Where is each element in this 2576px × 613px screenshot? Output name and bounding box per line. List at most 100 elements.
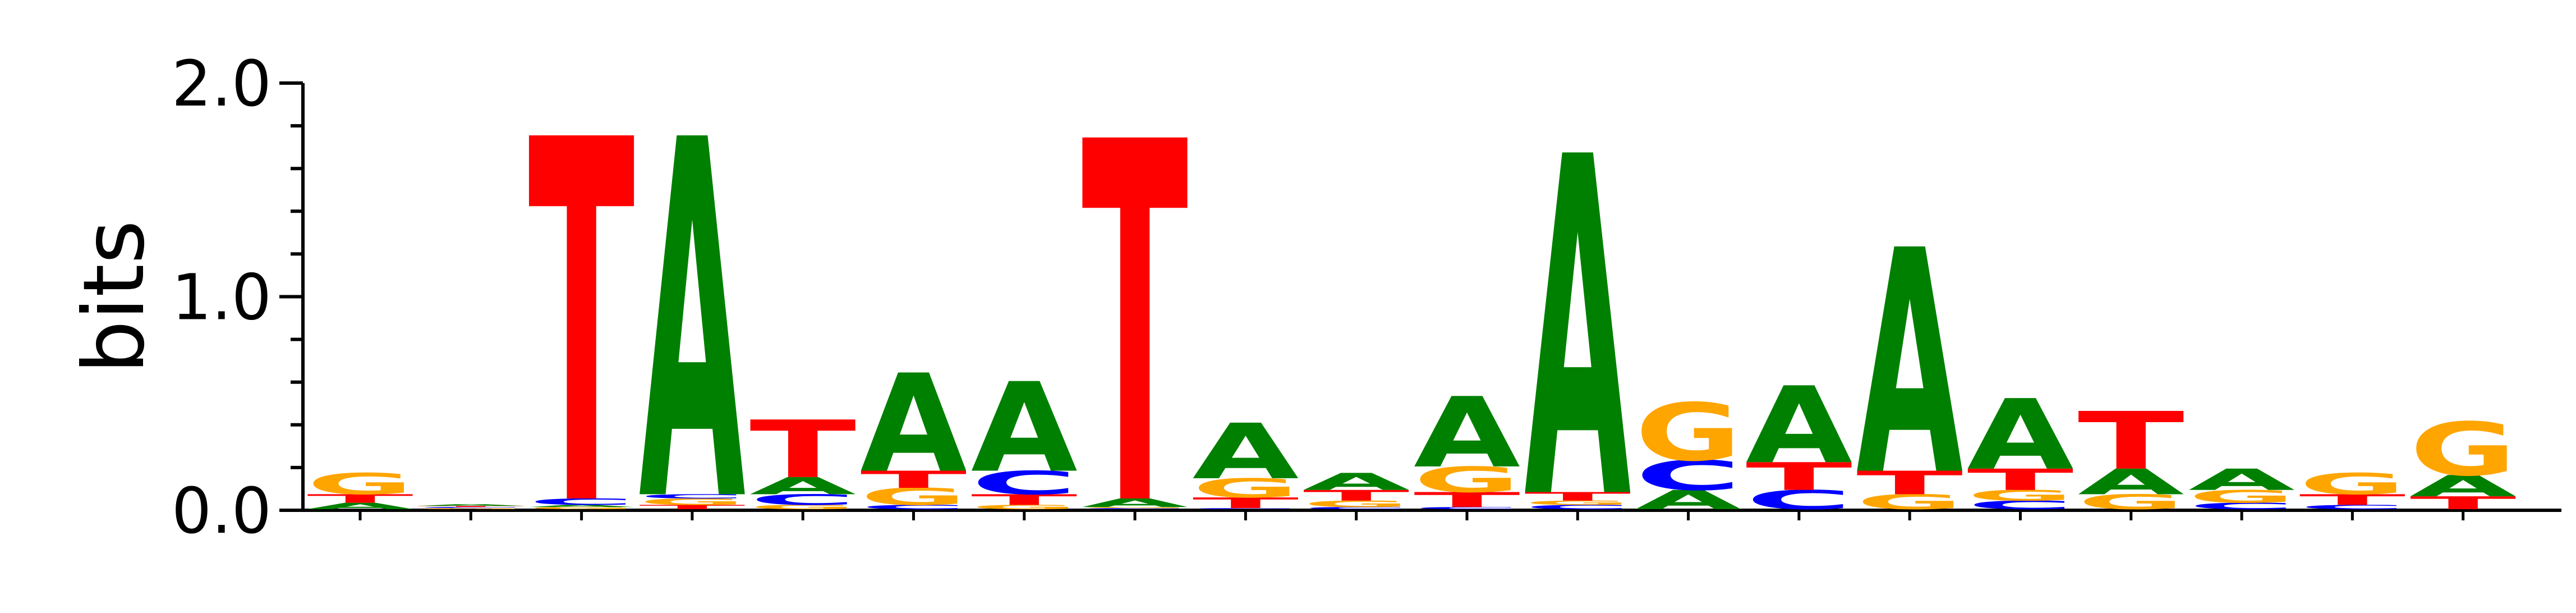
logo-letter-g: G: [2299, 467, 2405, 501]
logo-letter-c: C: [971, 464, 1078, 502]
logo-letter-c: C: [528, 497, 635, 507]
logo-letter-a: A: [1635, 484, 1742, 515]
logo-letter-a: A: [417, 504, 524, 506]
logo-letter-c: C: [1414, 506, 1520, 510]
logo-letter-t: T: [1746, 455, 1852, 499]
logo-letter-a: A: [749, 473, 856, 500]
logo-letter-g: G: [1635, 387, 1742, 479]
y-ticks: 0.0 1.0 2.0: [172, 48, 303, 548]
logo-letter-c: C: [1635, 452, 1742, 500]
logo-column: CGA: [2188, 463, 2295, 511]
logo-letter-t: T: [1414, 488, 1520, 511]
logo-letter-g: G: [861, 483, 967, 510]
logo-letter-g: G: [1856, 490, 1963, 514]
logo-letter-t: T: [971, 491, 1078, 508]
logo-letter-g: G: [417, 508, 524, 510]
logo-column: CTA: [1746, 364, 1852, 515]
logo-letter-c: C: [639, 493, 746, 500]
logo-column: GAT: [2078, 395, 2184, 514]
y-tick-label: 0.0: [172, 475, 272, 548]
logo-letter-g: G: [307, 467, 413, 501]
logo-letter-c: C: [861, 504, 967, 510]
logo-letter-t: T: [1082, 40, 1189, 613]
logo-letter-t: T: [639, 504, 746, 510]
logo-letter-a: A: [1856, 186, 1964, 544]
logo-letter-a: A: [1303, 468, 1410, 496]
logo-letter-t: T: [2410, 493, 2517, 514]
logo-letter-t: T: [861, 466, 967, 493]
logo-letter-t: T: [2078, 395, 2184, 487]
logo-letter-c: C: [1082, 508, 1188, 510]
logo-letter-t: T: [1967, 463, 2074, 497]
logo-letter-g: G: [1967, 487, 2074, 504]
logo-column: ACG: [1635, 387, 1742, 515]
logo-letter-a: A: [2410, 469, 2517, 504]
logo-letter-g: G: [971, 504, 1078, 510]
logo-letter-g: G: [639, 497, 746, 507]
logo-letter-t: T: [1303, 487, 1410, 504]
logo-letter-t: T: [307, 492, 413, 505]
logo-letter-a: A: [1524, 61, 1632, 603]
y-tick-label: 1.0: [172, 262, 272, 335]
y-axis-label: bits: [66, 220, 163, 374]
logo-letter-t: T: [2299, 491, 2405, 508]
logo-column: CTG: [2299, 467, 2405, 511]
logo-letter-a: A: [1414, 377, 1520, 490]
logo-letter-g: G: [1082, 507, 1188, 509]
logo-letter-t: T: [749, 404, 856, 496]
logo-letter-a: A: [639, 37, 747, 610]
logo-letter-c: C: [1524, 504, 1631, 510]
logo-letter-t: T: [1856, 464, 1963, 502]
logo-letter-c: C: [749, 491, 856, 508]
logo-letter-g: G: [2078, 490, 2184, 514]
logo-letter-g: G: [2188, 487, 2295, 507]
logo-letter-t: T: [1192, 495, 1299, 511]
logo-letter-a: A: [971, 356, 1078, 500]
logo-letter-c: C: [417, 507, 524, 509]
logo-letter-t: T: [1524, 490, 1631, 503]
logo-letter-c: C: [1746, 484, 1852, 515]
logo-letter-a: A: [1746, 364, 1852, 487]
logo-letter-g: G: [1303, 499, 1410, 509]
y-tick-label: 2.0: [172, 48, 272, 121]
logo-letter-a: A: [1967, 379, 2074, 492]
y-axis: 0.0 1.0 2.0 bits: [66, 48, 305, 548]
logo-letter-a: A: [861, 346, 967, 503]
logo-letter-a: A: [307, 501, 413, 511]
logo-letter-c: C: [1967, 498, 2074, 512]
logo-letter-t: T: [417, 506, 524, 507]
logo-letter-c: C: [2299, 504, 2405, 510]
logo-letter-a: A: [1192, 408, 1299, 496]
logo-letter-c: C: [1303, 506, 1410, 510]
x-axis: [303, 509, 2561, 520]
logo-letter-t: T: [528, 37, 636, 613]
logo-letter-a: A: [2078, 462, 2184, 503]
logo-letter-c: C: [2188, 501, 2295, 511]
logo-column: GTA: [1856, 186, 1964, 544]
logo-letter-a: A: [528, 504, 635, 507]
logo-column: TAG: [2410, 408, 2517, 513]
x-ticks: [358, 510, 2465, 520]
logo-letter-c: C: [1192, 508, 1299, 510]
logo-letter-a: A: [1082, 496, 1188, 510]
logo-letter-g: G: [528, 506, 635, 510]
logo-letter-g: G: [2410, 408, 2517, 492]
logo-column: ATG: [307, 467, 413, 511]
logo-letter-g: G: [1414, 460, 1520, 501]
logo-letter-a: A: [2188, 463, 2295, 497]
logo-letter-g: G: [1192, 473, 1299, 504]
